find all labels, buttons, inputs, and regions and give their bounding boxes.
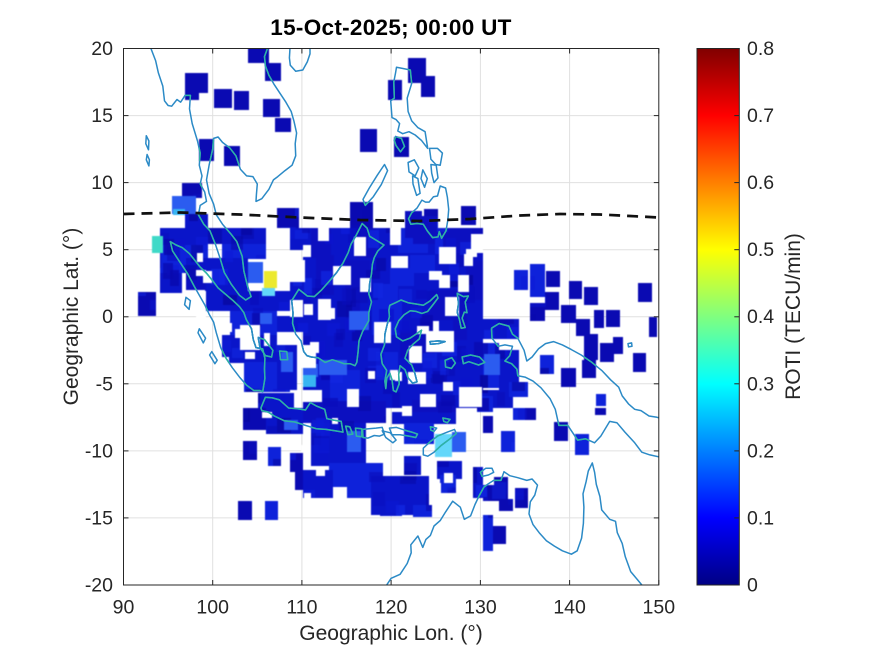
svg-text:15-Oct-2025; 00:00 UT: 15-Oct-2025; 00:00 UT [270,15,511,40]
svg-text:0.4: 0.4 [747,306,774,328]
svg-text:0.2: 0.2 [747,440,774,462]
svg-text:0.5: 0.5 [747,239,774,261]
svg-text:100: 100 [196,597,229,619]
svg-text:0.7: 0.7 [747,105,774,127]
svg-text:90: 90 [113,597,135,619]
svg-text:-20: -20 [85,575,113,597]
svg-text:150: 150 [643,597,676,619]
svg-text:5: 5 [102,239,113,261]
svg-text:110: 110 [286,597,317,619]
svg-text:130: 130 [464,597,497,619]
svg-text:0.8: 0.8 [747,38,774,60]
svg-text:Geographic Lon. (°): Geographic Lon. (°) [299,622,483,645]
svg-text:-15: -15 [85,507,113,529]
svg-text:10: 10 [91,172,113,194]
svg-text:-5: -5 [96,373,113,395]
svg-text:0.1: 0.1 [747,507,774,529]
svg-text:Geographic Lat. (°): Geographic Lat. (°) [60,228,83,406]
svg-text:0.6: 0.6 [747,172,774,194]
svg-text:120: 120 [375,597,408,619]
svg-text:20: 20 [91,38,113,60]
svg-text:-10: -10 [85,440,113,462]
svg-text:0.3: 0.3 [747,373,774,395]
svg-text:ROTI (TECU/min): ROTI (TECU/min) [782,233,805,400]
svg-text:15: 15 [91,105,113,127]
svg-text:0: 0 [747,575,758,597]
svg-text:140: 140 [553,597,586,619]
svg-text:0: 0 [102,306,113,328]
